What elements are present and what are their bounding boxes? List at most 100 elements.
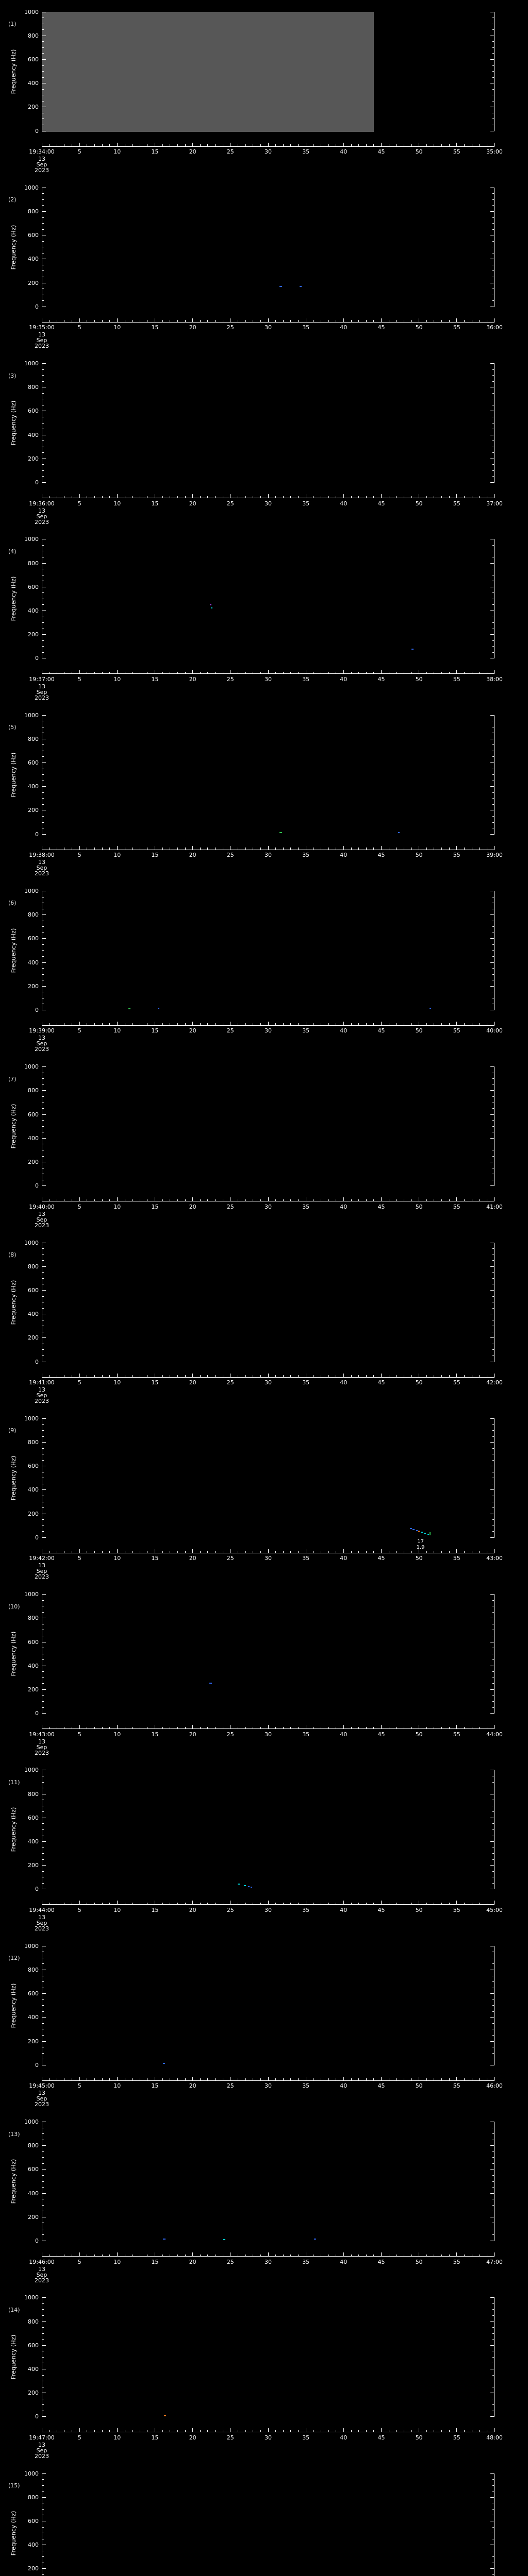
x-tick-label: 40 [340,2082,348,2090]
x-tick [177,1375,178,1377]
y-tick [42,1156,44,1157]
x-tick [117,670,118,674]
x-tick [207,1023,208,1025]
x-tick [245,1551,246,1553]
y-tick [42,592,44,594]
y-tick-label: 400 [28,2190,39,2197]
x-tick [132,1375,133,1377]
x-tick-label: 15 [151,1555,159,1562]
y-tick [42,363,46,364]
x-tick-label: 5 [77,1731,81,1738]
x-tick [207,1551,208,1553]
x-tick [456,1373,457,1377]
x-tick [109,144,110,146]
x-tick [192,1901,193,1905]
x-tick [479,1902,480,1905]
event-mark [398,832,400,834]
x-tick [132,1726,133,1729]
event-mark [210,604,212,606]
x-tick [298,2254,299,2257]
end-time-label: 41:00 [486,1203,503,1210]
x-tick [162,320,163,322]
y-tick [42,1120,44,1121]
y-tick [492,646,494,647]
y-tick [42,2574,44,2575]
x-tick [185,2254,186,2257]
y-tick [492,944,494,945]
y-tick [492,2527,494,2528]
x-tick-label: 25 [226,1906,234,1913]
x-tick [283,144,284,146]
y-tick [42,1612,44,1613]
x-tick [313,1902,314,1905]
x-tick [215,1023,216,1025]
y-tick [42,1448,44,1449]
y-tick [492,1096,494,1097]
x-tick [328,2430,329,2432]
y-tick-label: 200 [28,1686,39,1693]
x-tick [215,1199,216,1201]
x-tick [79,1901,80,1905]
x-tick [366,671,367,674]
x-tick-label: 5 [77,2434,81,2441]
y-tick [42,2187,44,2188]
x-tick [358,2430,359,2432]
y-tick [492,223,494,224]
x-tick [109,1551,110,1553]
y-tick [42,482,46,483]
panel-number-label: (1) [8,21,16,27]
x-tick [351,1902,352,1905]
x-tick [132,2078,133,2080]
x-tick [464,1023,465,1025]
x-tick-label: 20 [189,148,196,155]
x-tick [200,144,201,146]
x-tick [275,1023,276,1025]
start-time-label: 19:41:00 [29,1379,55,1386]
event-annotation: 1.9 [416,1545,425,1551]
x-tick [109,496,110,498]
x-tick [117,494,118,498]
y-tick [492,622,494,623]
y-tick-label: 0 [35,1006,39,1013]
x-tick-label: 25 [226,1027,234,1035]
y-tick [42,926,44,927]
y-tick-label: 600 [28,1990,39,1997]
x-tick [479,1023,480,1025]
x-tick [351,320,352,322]
x-tick [245,1902,246,1905]
start-time-label: 19:47:00 [29,2434,55,2441]
date-label: Sep [36,1743,47,1751]
x-tick [343,1197,344,1201]
y-tick [492,1883,494,1884]
y-tick [492,2404,494,2405]
x-tick [109,1023,110,1025]
x-tick [192,2252,193,2257]
x-tick-label: 35 [302,2082,310,2090]
x-tick [351,1551,352,1553]
y-tick-label: 400 [28,1134,39,1142]
y-tick-label: 0 [35,1182,39,1190]
x-tick [162,1551,163,1553]
x-tick-label: 10 [113,148,121,155]
x-tick-label: 20 [189,2082,196,2090]
x-tick [192,1549,193,1553]
y-tick [492,756,494,757]
x-tick [358,848,359,850]
spectrogram-panel: (11) Frequency (Hz) 0 200 400 600 800 1000 19:44… [0,1758,528,1934]
x-tick [94,1726,95,1729]
y-tick [42,1859,44,1860]
x-tick-label: 35 [302,852,310,859]
x-tick [313,320,314,322]
x-tick [298,2430,299,2432]
y-tick-label: 1000 [24,2119,39,2126]
x-tick [328,1375,329,1377]
x-tick [275,1375,276,1377]
y-tick [492,29,494,30]
x-tick [200,1375,201,1377]
y-tick [492,476,494,477]
y-tick [42,1865,46,1866]
y-tick [42,1782,44,1783]
x-tick [464,671,465,674]
date-label: Sep [36,1919,47,1926]
x-tick [192,1373,193,1377]
